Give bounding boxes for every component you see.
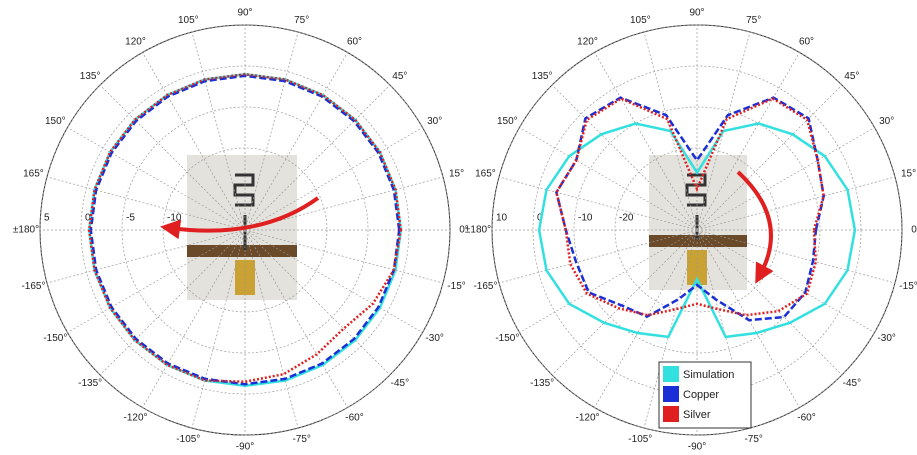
- theta-tick-label: -90°: [688, 442, 706, 453]
- theta-tick-label: 45°: [844, 71, 859, 82]
- r-tick-label: 10: [496, 213, 508, 224]
- antenna-substrate: [649, 235, 747, 247]
- theta-tick-label: -165°: [473, 281, 497, 292]
- series-line: [555, 97, 825, 317]
- legend-label: Silver: [683, 409, 711, 421]
- theta-tick-label: -90°: [236, 442, 254, 453]
- theta-tick-label: -120°: [123, 413, 147, 424]
- theta-tick-label: 30°: [427, 116, 442, 127]
- theta-tick-label: -135°: [530, 378, 554, 389]
- theta-tick-label: 30°: [879, 116, 894, 127]
- r-tick-label: 0: [85, 213, 91, 224]
- theta-tick-label: -30°: [425, 333, 443, 344]
- r-tick-label: 0: [537, 213, 543, 224]
- theta-tick-label: ±180°: [465, 225, 491, 236]
- series-line: [87, 72, 403, 383]
- theta-tick-label: -15°: [899, 281, 917, 292]
- theta-tick-label: -165°: [21, 281, 45, 292]
- theta-tick-label: 120°: [125, 37, 146, 48]
- theta-tick-label: 90°: [237, 8, 252, 19]
- arrow: [736, 170, 774, 284]
- r-tick-label: -10: [578, 213, 593, 224]
- theta-tick-label: 15°: [901, 168, 916, 179]
- theta-tick-label: 60°: [799, 37, 814, 48]
- theta-tick-label: ±180°: [13, 225, 39, 236]
- theta-tick-label: 15°: [449, 168, 464, 179]
- r-tick-label: -20: [619, 213, 634, 224]
- antenna-substrate: [187, 245, 297, 257]
- r-tick-label: 5: [44, 213, 50, 224]
- theta-tick-label: 165°: [23, 168, 44, 179]
- theta-tick-label: -150°: [495, 333, 519, 344]
- theta-tick-label: -135°: [78, 378, 102, 389]
- theta-tick-label: 90°: [689, 8, 704, 19]
- r-tick-label: -10: [167, 213, 182, 224]
- legend-swatch: [663, 366, 679, 382]
- theta-tick-label: -75°: [744, 434, 762, 445]
- arrow: [160, 196, 320, 240]
- theta-tick-label: -30°: [877, 333, 895, 344]
- theta-tick-label: -60°: [345, 413, 363, 424]
- legend-swatch: [663, 386, 679, 402]
- grid-circle: [573, 106, 821, 354]
- theta-tick-label: 165°: [475, 168, 496, 179]
- theta-tick-label: 75°: [294, 15, 309, 26]
- theta-tick-label: 150°: [45, 116, 66, 127]
- theta-tick-label: 0°: [911, 225, 917, 236]
- grid-circle: [121, 106, 369, 354]
- theta-tick-label: -120°: [575, 413, 599, 424]
- theta-tick-label: 75°: [746, 15, 761, 26]
- theta-tick-label: -105°: [176, 434, 200, 445]
- theta-tick-label: 150°: [497, 116, 518, 127]
- r-tick-label: -5: [126, 213, 135, 224]
- theta-tick-label: 135°: [532, 71, 553, 82]
- theta-tick-label: -45°: [843, 378, 861, 389]
- legend-swatch: [663, 406, 679, 422]
- theta-tick-label: 45°: [392, 71, 407, 82]
- legend-label: Simulation: [683, 369, 734, 381]
- theta-tick-label: 135°: [80, 71, 101, 82]
- connector: [235, 260, 255, 295]
- series-line: [89, 74, 401, 386]
- theta-tick-label: -150°: [43, 333, 67, 344]
- series-line: [537, 122, 857, 339]
- theta-tick-label: 120°: [577, 37, 598, 48]
- theta-tick-label: 60°: [347, 37, 362, 48]
- theta-tick-label: 105°: [178, 15, 199, 26]
- theta-tick-label: 0°: [459, 225, 469, 236]
- theta-tick-label: -15°: [447, 281, 465, 292]
- theta-tick-label: -75°: [292, 434, 310, 445]
- theta-tick-label: -60°: [797, 413, 815, 424]
- theta-tick-label: 105°: [630, 15, 651, 26]
- legend: Simulation Copper Silver: [658, 361, 752, 429]
- theta-tick-label: -45°: [391, 378, 409, 389]
- legend-label: Copper: [683, 389, 719, 401]
- theta-tick-label: -105°: [628, 434, 652, 445]
